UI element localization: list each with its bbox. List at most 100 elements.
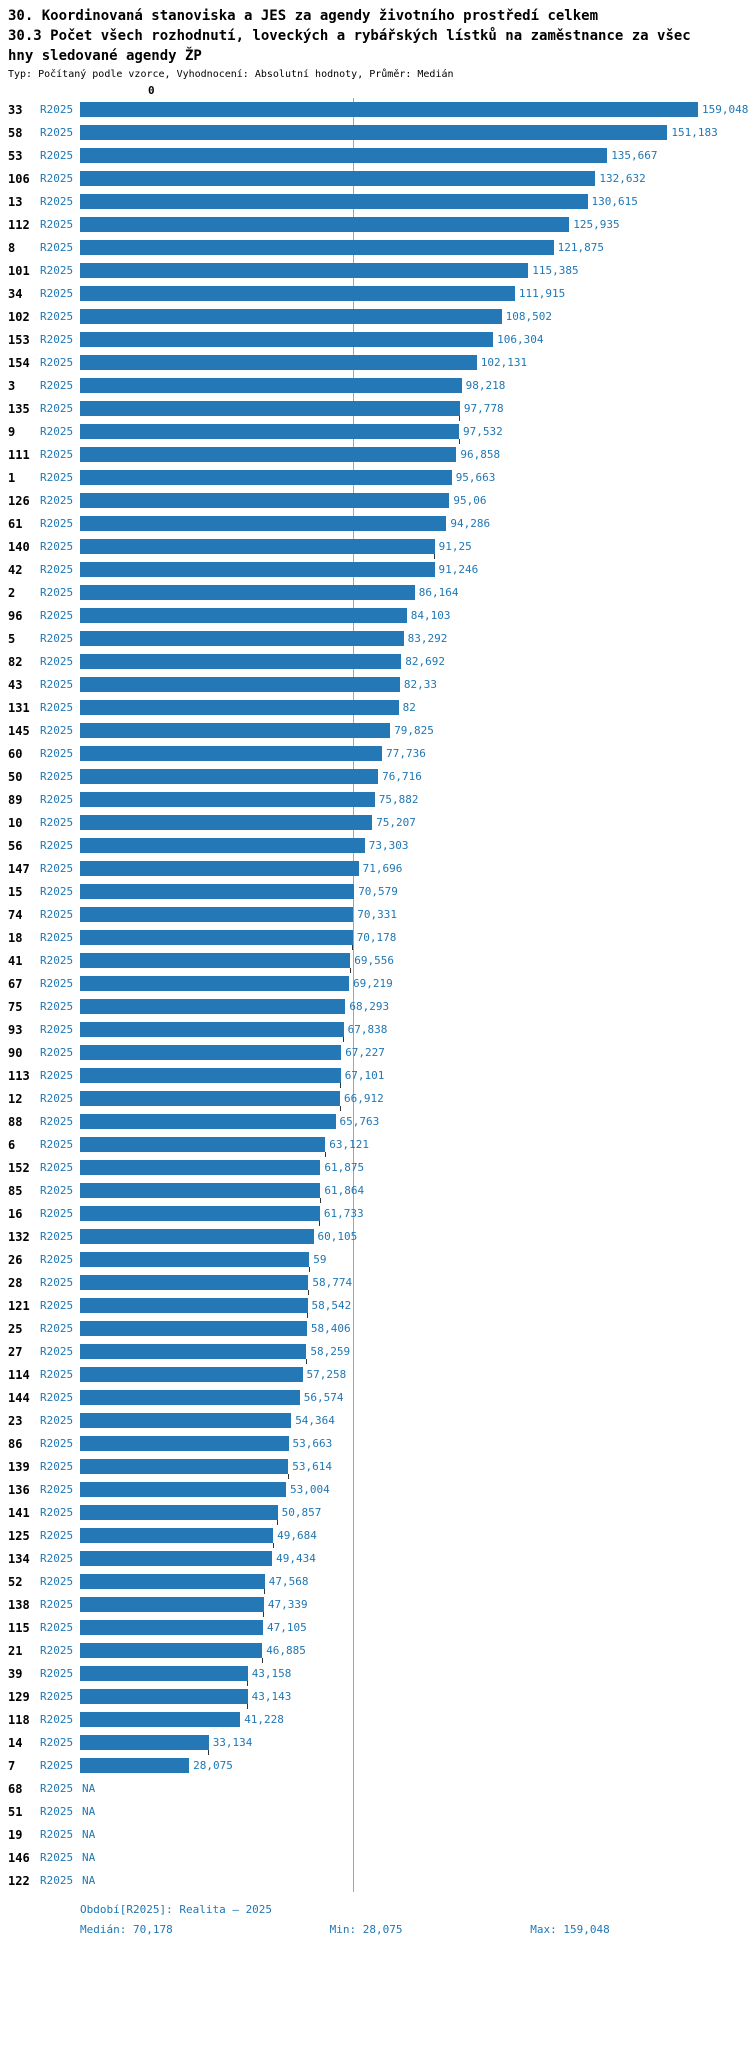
period-link[interactable]: R2025 — [40, 1483, 74, 1496]
period-link[interactable]: R2025 — [40, 1460, 74, 1473]
period-link[interactable]: R2025 — [40, 1851, 74, 1864]
period-link[interactable]: R2025 — [40, 1667, 74, 1680]
period-link[interactable]: R2025 — [40, 1023, 74, 1036]
period-link[interactable]: R2025 — [40, 609, 74, 622]
period-link[interactable]: R2025 — [40, 333, 74, 346]
period-link[interactable]: R2025 — [40, 1414, 74, 1427]
period-link[interactable]: R2025 — [40, 954, 74, 967]
period-link[interactable]: R2025 — [40, 172, 74, 185]
period-link[interactable]: R2025 — [40, 1782, 74, 1795]
value-label: 69,556 — [354, 954, 395, 967]
value-label: 70,579 — [358, 885, 398, 898]
period-link[interactable]: R2025 — [40, 126, 74, 139]
row-id-label: 138 — [8, 1597, 30, 1612]
row-id-label: 102 — [8, 309, 30, 324]
period-link[interactable]: R2025 — [40, 1230, 74, 1243]
period-link[interactable]: R2025 — [40, 1207, 74, 1220]
period-link[interactable]: R2025 — [40, 977, 74, 990]
bar-area: 97,778 — [80, 397, 750, 421]
period-link[interactable]: R2025 — [40, 1690, 74, 1703]
period-link[interactable]: R2025 — [40, 1828, 74, 1841]
period-link[interactable]: R2025 — [40, 747, 74, 760]
period-link[interactable]: R2025 — [40, 1713, 74, 1726]
period-link[interactable]: R2025 — [40, 1621, 74, 1634]
period-link[interactable]: R2025 — [40, 1115, 74, 1128]
bar-area: 28,075 — [80, 1754, 750, 1777]
period-link[interactable]: R2025 — [40, 816, 74, 829]
period-link[interactable]: R2025 — [40, 1253, 74, 1266]
period-link[interactable]: R2025 — [40, 218, 74, 231]
period-link[interactable]: R2025 — [40, 1138, 74, 1151]
period-link[interactable]: R2025 — [40, 655, 74, 668]
bar-area: 75,207 — [80, 811, 750, 834]
period-link[interactable]: R2025 — [40, 241, 74, 254]
period-link[interactable]: R2025 — [40, 1575, 74, 1588]
period-link[interactable]: R2025 — [40, 402, 74, 415]
bar-area: 108,502 — [80, 305, 750, 328]
period-link[interactable]: R2025 — [40, 1759, 74, 1772]
chart-row: 16 R2025 61,733 — [0, 1202, 750, 1226]
period-link[interactable]: R2025 — [40, 678, 74, 691]
period-link[interactable]: R2025 — [40, 1437, 74, 1450]
period-link[interactable]: R2025 — [40, 1805, 74, 1818]
period-link[interactable]: R2025 — [40, 1552, 74, 1565]
period-link[interactable]: R2025 — [40, 839, 74, 852]
period-link[interactable]: R2025 — [40, 1299, 74, 1312]
period-link[interactable]: R2025 — [40, 1276, 74, 1289]
period-link[interactable]: R2025 — [40, 1322, 74, 1335]
period-link[interactable]: R2025 — [40, 563, 74, 576]
period-link[interactable]: R2025 — [40, 379, 74, 392]
period-link[interactable]: R2025 — [40, 264, 74, 277]
period-link[interactable]: R2025 — [40, 701, 74, 714]
period-link[interactable]: R2025 — [40, 494, 74, 507]
period-link[interactable]: R2025 — [40, 287, 74, 300]
period-link[interactable]: R2025 — [40, 356, 74, 369]
period-link[interactable]: R2025 — [40, 885, 74, 898]
value-bar — [80, 930, 353, 945]
period-link[interactable]: R2025 — [40, 632, 74, 645]
period-link[interactable]: R2025 — [40, 1161, 74, 1174]
chart-row: 88 R2025 65,763 — [0, 1110, 750, 1133]
row-id-label: 2 — [8, 585, 16, 600]
period-link[interactable]: R2025 — [40, 517, 74, 530]
value-bar — [80, 1137, 326, 1152]
value-bar — [80, 286, 515, 301]
period-link[interactable]: R2025 — [40, 1046, 74, 1059]
period-link[interactable]: R2025 — [40, 1000, 74, 1013]
period-link[interactable]: R2025 — [40, 103, 74, 116]
period-link[interactable]: R2025 — [40, 1874, 74, 1887]
period-link[interactable]: R2025 — [40, 540, 74, 553]
period-link[interactable]: R2025 — [40, 1345, 74, 1358]
period-link[interactable]: R2025 — [40, 310, 74, 323]
period-link[interactable]: R2025 — [40, 931, 74, 944]
chart-row: 12 R2025 66,912 — [0, 1087, 750, 1111]
row-id-label: 25 — [8, 1321, 23, 1336]
period-link[interactable]: R2025 — [40, 1736, 74, 1749]
period-link[interactable]: R2025 — [40, 770, 74, 783]
value-bar — [80, 309, 502, 324]
period-link[interactable]: R2025 — [40, 862, 74, 875]
value-bar — [80, 815, 373, 830]
period-link[interactable]: R2025 — [40, 149, 74, 162]
period-link[interactable]: R2025 — [40, 1644, 74, 1657]
period-link[interactable]: R2025 — [40, 908, 74, 921]
period-link[interactable]: R2025 — [40, 724, 74, 737]
period-link[interactable]: R2025 — [40, 471, 74, 484]
period-link[interactable]: R2025 — [40, 195, 74, 208]
period-link[interactable]: R2025 — [40, 793, 74, 806]
chart-row: 2 R2025 86,164 — [0, 581, 750, 604]
period-link[interactable]: R2025 — [40, 1368, 74, 1381]
period-link[interactable]: R2025 — [40, 1069, 74, 1082]
period-link[interactable]: R2025 — [40, 586, 74, 599]
value-bar — [80, 401, 460, 416]
period-link[interactable]: R2025 — [40, 1506, 74, 1519]
period-link[interactable]: R2025 — [40, 425, 74, 438]
period-link[interactable]: R2025 — [40, 448, 74, 461]
period-link[interactable]: R2025 — [40, 1184, 74, 1197]
row-id-label: 121 — [8, 1298, 30, 1313]
period-link[interactable]: R2025 — [40, 1092, 74, 1105]
value-label: 47,568 — [268, 1575, 309, 1588]
period-link[interactable]: R2025 — [40, 1391, 74, 1404]
period-link[interactable]: R2025 — [40, 1598, 74, 1611]
period-link[interactable]: R2025 — [40, 1529, 74, 1542]
